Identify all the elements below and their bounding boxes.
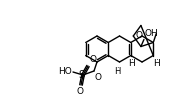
Text: O: O: [94, 73, 102, 82]
Text: S: S: [79, 70, 84, 80]
Text: Ḣ: Ḣ: [153, 59, 160, 68]
Text: Ḣ: Ḣ: [128, 59, 135, 68]
Text: O: O: [76, 87, 84, 96]
Text: O: O: [90, 55, 97, 64]
Text: O: O: [135, 31, 142, 40]
Text: HO: HO: [58, 68, 72, 77]
Text: OH: OH: [145, 29, 159, 38]
Text: Ḣ: Ḣ: [114, 67, 121, 76]
